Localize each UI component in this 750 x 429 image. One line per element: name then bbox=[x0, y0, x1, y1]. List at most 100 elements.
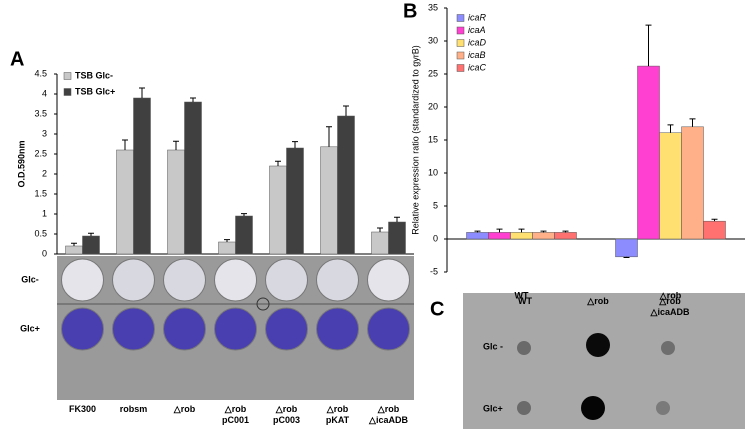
error-bar bbox=[394, 216, 400, 222]
x-tick-label: △rob pC001 bbox=[221, 404, 249, 425]
x-tick-label: FK300 bbox=[68, 404, 96, 414]
y-tick-label: 2 bbox=[42, 168, 47, 178]
y-tick-label: 0 bbox=[433, 233, 438, 243]
legend-label: icaA bbox=[468, 25, 486, 35]
bar bbox=[510, 232, 533, 240]
well bbox=[367, 258, 410, 302]
well bbox=[265, 307, 308, 351]
bar bbox=[554, 232, 577, 240]
bar bbox=[615, 238, 638, 258]
x-tick-label: △rob △icaADB bbox=[369, 404, 408, 425]
well bbox=[163, 258, 206, 302]
error-bar bbox=[711, 218, 718, 222]
bar bbox=[235, 215, 253, 255]
well bbox=[265, 258, 308, 302]
error-bar bbox=[518, 228, 525, 233]
y-tick-label: 4 bbox=[42, 88, 47, 98]
error-bar bbox=[623, 256, 630, 258]
blot-dot bbox=[661, 341, 675, 355]
x-tick-label: △rob bbox=[173, 404, 196, 414]
legend-swatch bbox=[456, 26, 465, 35]
legend-label: icaB bbox=[468, 50, 486, 60]
y-axis-label: O.D.590nm bbox=[16, 140, 26, 187]
bar bbox=[82, 235, 100, 255]
well bbox=[316, 258, 359, 302]
legend-label: TSB Glc+ bbox=[75, 86, 115, 96]
y-tick-label: 25 bbox=[428, 68, 438, 78]
y-tick-label: 35 bbox=[428, 2, 438, 12]
well bbox=[112, 307, 155, 351]
legend-label: TSB Glc- bbox=[75, 70, 113, 80]
bar bbox=[116, 149, 134, 255]
error-bar bbox=[474, 230, 481, 233]
well bbox=[163, 307, 206, 351]
error-bar bbox=[343, 105, 349, 116]
x-tick-label-box: FK300 bbox=[68, 404, 96, 414]
x-tick-label: △rob pKAT bbox=[325, 404, 350, 425]
x-tick-label-box: △rob pC003 bbox=[272, 404, 300, 425]
error-bar bbox=[241, 213, 247, 216]
blot-column-label: △rob bbox=[587, 296, 609, 306]
y-tick-label: 15 bbox=[428, 134, 438, 144]
well bbox=[214, 258, 257, 302]
bar bbox=[466, 232, 489, 240]
y-tick-label: 0.5 bbox=[34, 228, 47, 238]
panel-label: A bbox=[10, 48, 24, 70]
x-tick-label: robsm bbox=[119, 404, 148, 414]
bar bbox=[184, 101, 202, 255]
error-bar bbox=[292, 141, 298, 148]
legend-swatch bbox=[456, 14, 465, 22]
panel-label: C bbox=[430, 298, 444, 320]
well bbox=[61, 307, 104, 351]
y-tick-label: 3.5 bbox=[34, 108, 47, 118]
plate-mark bbox=[256, 297, 270, 311]
y-tick-label: 0 bbox=[42, 248, 47, 258]
error-bar bbox=[667, 124, 674, 133]
error-bar bbox=[139, 87, 145, 98]
y-tick-label: 3 bbox=[42, 128, 47, 138]
legend-swatch bbox=[456, 39, 465, 47]
x-tick-label-box: △rob bbox=[173, 404, 196, 414]
error-bar bbox=[326, 126, 332, 147]
blot-dot bbox=[517, 401, 531, 415]
error-bar bbox=[496, 228, 503, 233]
blot-column-label-box: WT bbox=[518, 296, 532, 306]
well bbox=[61, 258, 104, 302]
error-bar bbox=[540, 230, 547, 233]
error-bar bbox=[689, 118, 696, 127]
legend-swatch bbox=[456, 64, 465, 72]
y-tick-label: 2.5 bbox=[34, 148, 47, 158]
error-bar bbox=[88, 232, 94, 236]
x-tick-label-box: △rob pKAT bbox=[325, 404, 350, 425]
plate-row-label: Glc+ bbox=[20, 323, 40, 333]
y-tick-label: 4.5 bbox=[34, 68, 47, 78]
blot-column-label: △rob △icaADB bbox=[650, 296, 690, 317]
x-tick-label: △rob pC003 bbox=[272, 404, 300, 425]
well bbox=[214, 307, 257, 351]
bar bbox=[388, 221, 406, 255]
x-tick-label-box: △rob pC001 bbox=[221, 404, 249, 425]
bar bbox=[703, 220, 726, 240]
blot-dot bbox=[581, 396, 605, 420]
legend-swatch bbox=[456, 51, 465, 60]
error-bar bbox=[275, 160, 281, 166]
error-bar bbox=[71, 242, 77, 246]
well bbox=[367, 307, 410, 351]
bar bbox=[133, 97, 151, 255]
bar bbox=[681, 126, 704, 240]
bar bbox=[371, 231, 389, 255]
bar bbox=[167, 149, 185, 255]
bar bbox=[218, 241, 236, 255]
bar bbox=[659, 132, 682, 240]
bar bbox=[488, 232, 511, 240]
panel-label: B bbox=[403, 0, 417, 22]
bar bbox=[337, 115, 355, 255]
y-tick-label: 1 bbox=[42, 208, 47, 218]
y-tick-label: 10 bbox=[428, 167, 438, 177]
blot-dot bbox=[517, 341, 531, 355]
y-tick-label: 1.5 bbox=[34, 188, 47, 198]
error-bar bbox=[377, 227, 383, 232]
plate-row-label: Glc- bbox=[21, 274, 39, 284]
y-tick-label: 20 bbox=[428, 101, 438, 111]
